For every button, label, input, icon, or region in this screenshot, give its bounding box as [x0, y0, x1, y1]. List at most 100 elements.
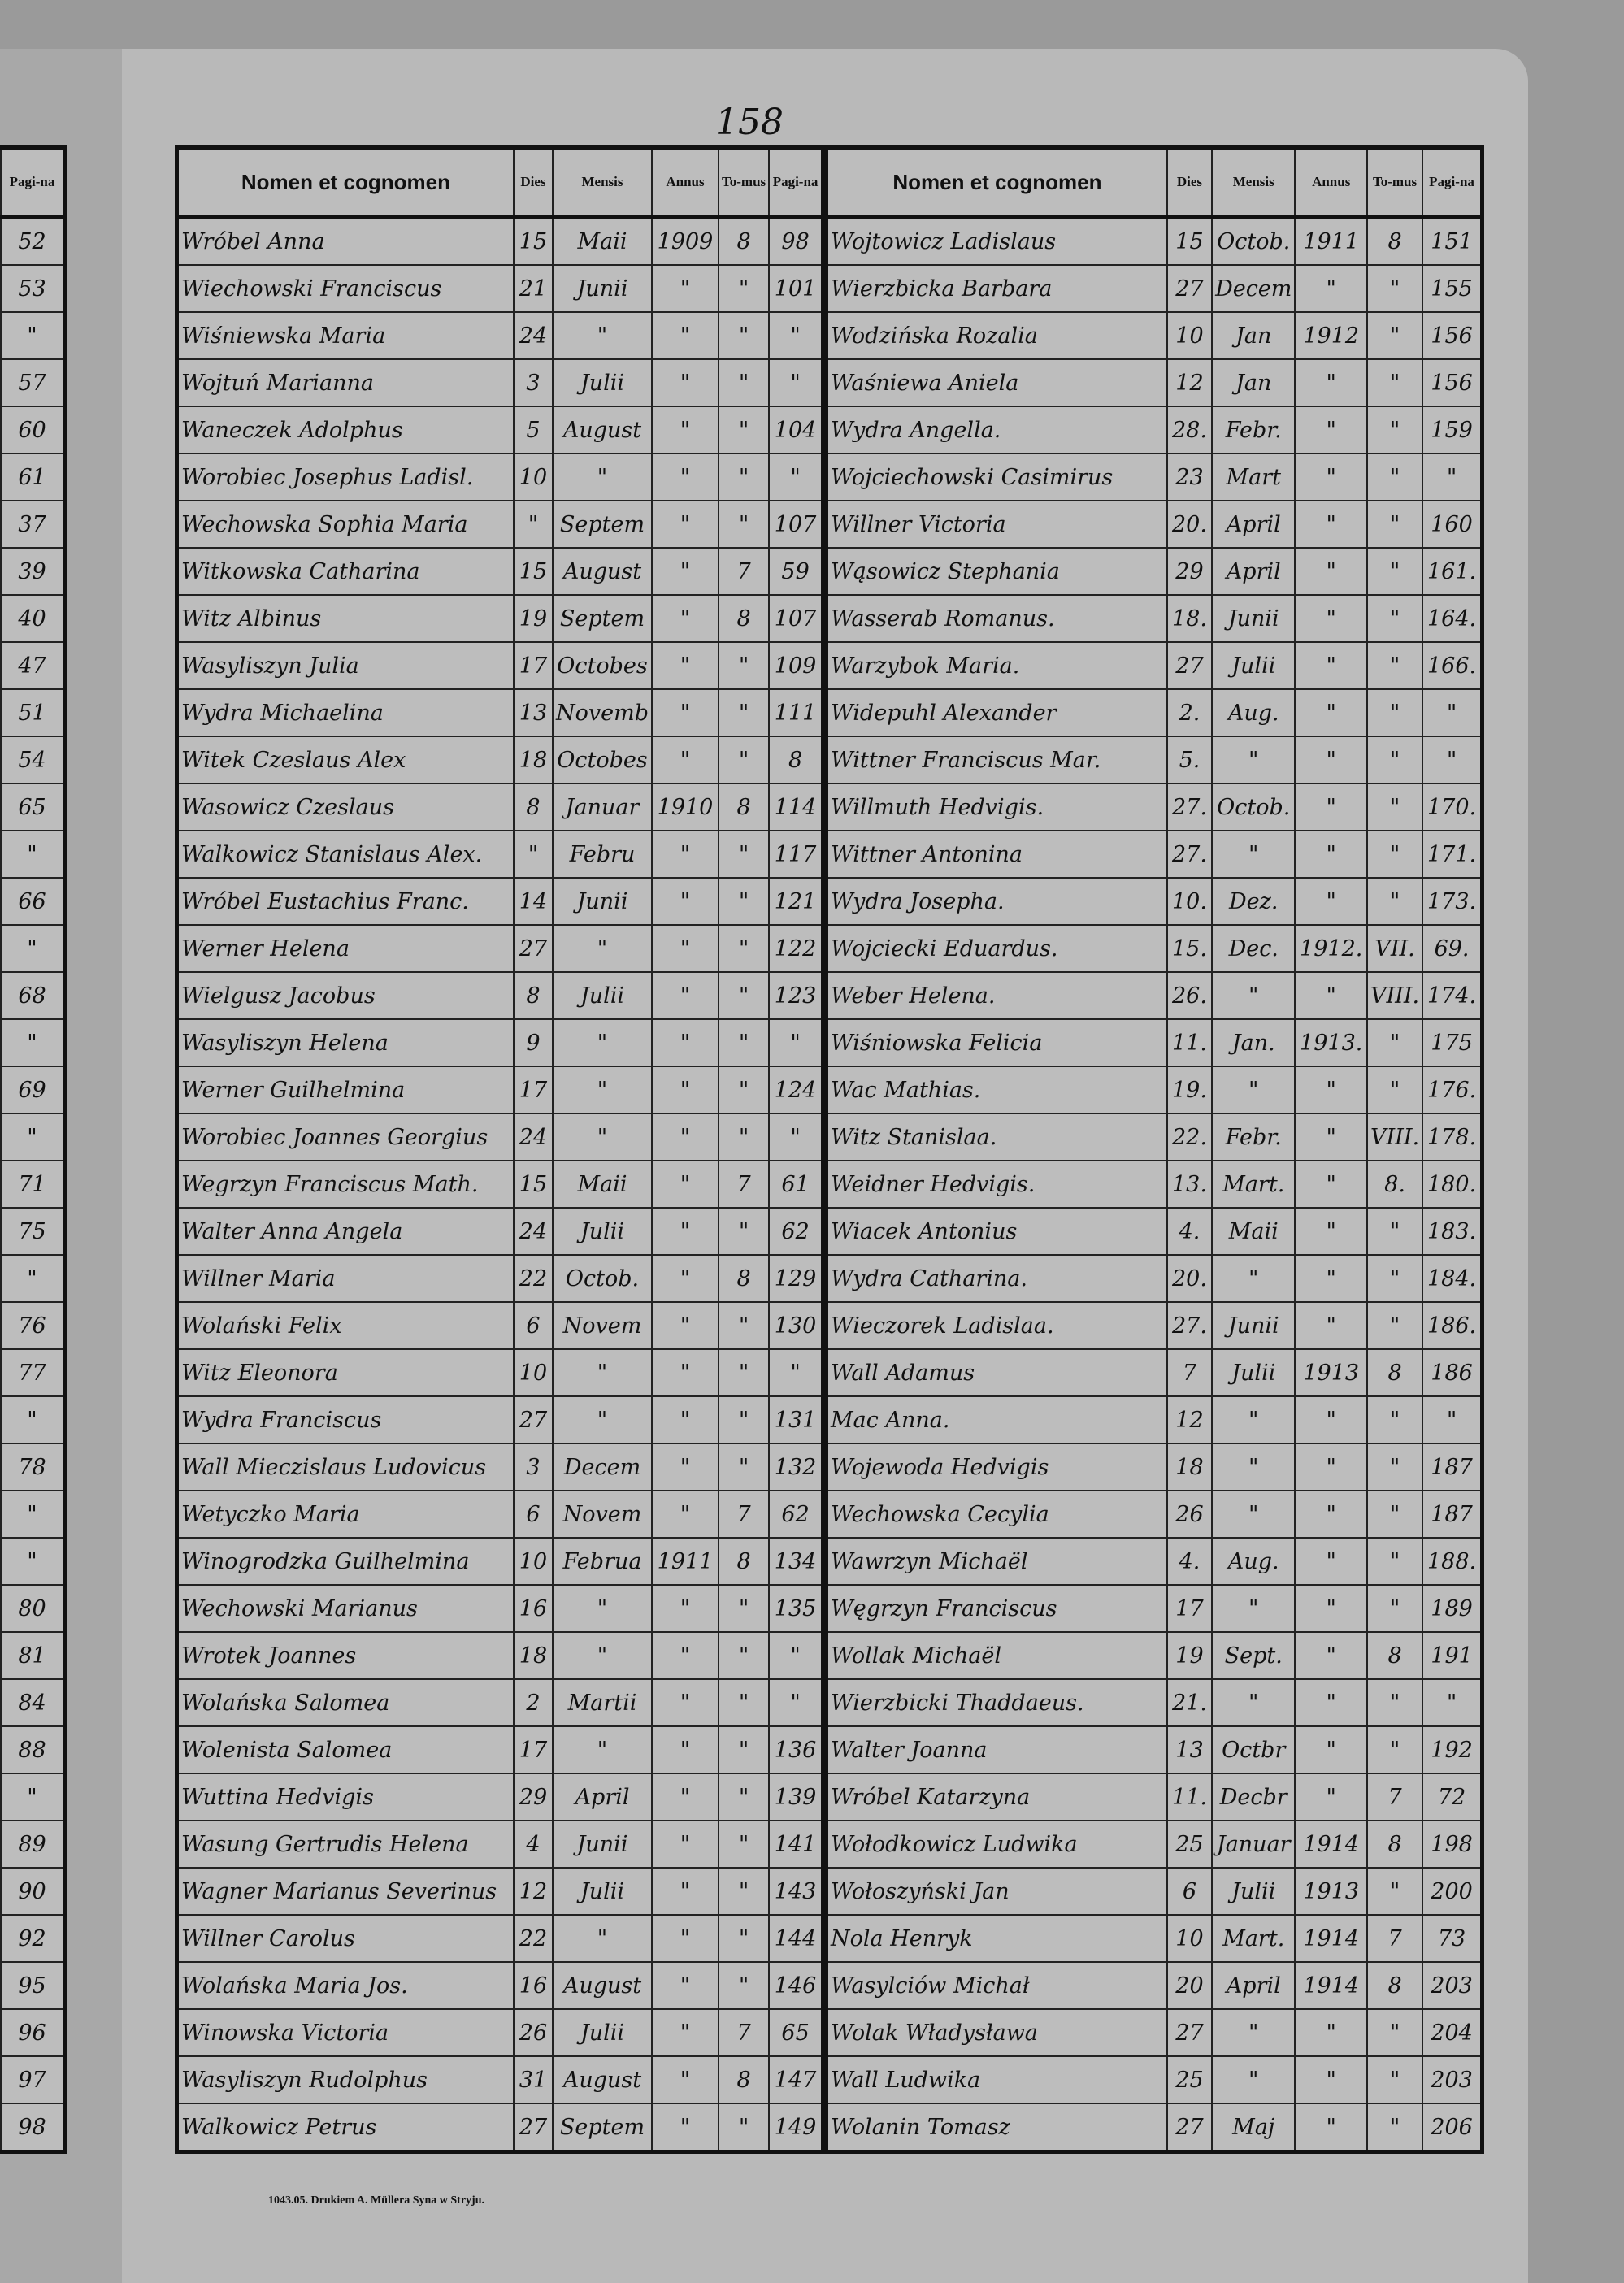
- cell-dies: 27: [1166, 2008, 1214, 2057]
- cell-annus: ": [651, 1631, 719, 1680]
- cell-dies: 17: [512, 1066, 554, 1114]
- table-row: Willmuth Hedvigis. 27. Octob. " " 170.: [824, 783, 1483, 831]
- cell-mensis: Februa: [552, 1537, 654, 1586]
- cell-pagina: 37: [0, 500, 66, 549]
- cell-annus: 1912.: [1294, 924, 1368, 973]
- cell-pagina: ": [0, 1395, 66, 1444]
- table-row: Wall Mieczislaus Ludovicus 3 Decem " " 132: [176, 1443, 824, 1491]
- cell-name: Wasyliszyn Rudolphus: [176, 2055, 515, 2104]
- cell-name: Wydra Angella.: [824, 406, 1168, 454]
- table-row: Waśniewa Aniela 12 Jan " " 156: [824, 358, 1483, 407]
- cell-pagina: 66: [0, 877, 66, 926]
- cell-dies: 12: [1166, 358, 1214, 407]
- table-row: Werner Helena 27 " " " 122: [176, 924, 824, 973]
- header-annus: Annus: [651, 146, 719, 219]
- table-row: 76: [0, 1301, 66, 1350]
- cell-pagina: 89: [0, 1820, 66, 1869]
- cell-dies: 10: [512, 1537, 554, 1586]
- cell-dies: 25: [1166, 1820, 1214, 1869]
- cell-dies: 26.: [1166, 971, 1214, 1020]
- cell-dies: 26: [1166, 1490, 1214, 1539]
- cell-dies: 5.: [1166, 736, 1214, 784]
- table-row: Worobiec Josephus Ladisl. 10 " " " ": [176, 453, 824, 501]
- cell-mensis: ": [552, 1725, 654, 1774]
- cell-annus: ": [1294, 2008, 1368, 2057]
- cell-annus: ": [1294, 1113, 1368, 1161]
- cell-dies: 15: [512, 1160, 554, 1209]
- cell-mensis: Maii: [1211, 1207, 1296, 1256]
- cell-mensis: Decem: [552, 1443, 654, 1491]
- cell-dies: 8: [512, 971, 554, 1020]
- cell-pagina: 107: [768, 594, 824, 643]
- cell-annus: ": [1294, 830, 1368, 879]
- cell-annus: ": [651, 2008, 719, 2057]
- cell-tomus: ": [1366, 1066, 1424, 1114]
- cell-pagina: ": [768, 1678, 824, 1727]
- table-row: 78: [0, 1443, 66, 1491]
- cell-pagina: 68: [0, 971, 66, 1020]
- table-row: Wojtuń Marianna 3 Julii " " ": [176, 358, 824, 407]
- cell-annus: ": [1294, 500, 1368, 549]
- cell-dies: 13.: [1166, 1160, 1214, 1209]
- cell-tomus: ": [717, 924, 771, 973]
- cell-mensis: Julii: [552, 1207, 654, 1256]
- table-row: ": [0, 1395, 66, 1444]
- table-row: Wasyliszyn Julia 17 Octobes " " 109: [176, 641, 824, 690]
- cell-tomus: ": [717, 1113, 771, 1161]
- cell-mensis: Junii: [1211, 1301, 1296, 1350]
- cell-dies: 8: [512, 783, 554, 831]
- cell-name: Wetyczko Maria: [176, 1490, 515, 1539]
- cell-mensis: Julii: [552, 358, 654, 407]
- cell-mensis: Octobes: [552, 736, 654, 784]
- cell-pagina: 186.: [1422, 1301, 1483, 1350]
- cell-mensis: Januar: [1211, 1820, 1296, 1869]
- cell-mensis: Septem: [552, 594, 654, 643]
- cell-mensis: Mart.: [1211, 1914, 1296, 1963]
- cell-pagina: ": [1422, 736, 1483, 784]
- cell-name: Wieczorek Ladislaa.: [824, 1301, 1168, 1350]
- cell-pagina: 146: [768, 1961, 824, 2010]
- table-row: Wróbel Anna 15 Maii 1909 8 98: [176, 215, 824, 266]
- cell-tomus: ": [717, 1066, 771, 1114]
- cell-annus: ": [651, 311, 719, 360]
- cell-tomus: ": [717, 453, 771, 501]
- cell-name: Warzybok Maria.: [824, 641, 1168, 690]
- cell-name: Wolak Władysława: [824, 2008, 1168, 2057]
- cell-tomus: ": [1366, 311, 1424, 360]
- cell-name: Wierzbicka Barbara: [824, 264, 1168, 313]
- cell-tomus: ": [1366, 688, 1424, 737]
- cell-tomus: 8: [717, 215, 771, 266]
- table-row: 88: [0, 1725, 66, 1774]
- table-row: Winowska Victoria 26 Julii " 7 65: [176, 2008, 824, 2057]
- cell-dies: 11.: [1166, 1018, 1214, 1067]
- cell-tomus: ": [717, 1395, 771, 1444]
- table-row: Wydra Michaelina 13 Novemb " " 111: [176, 688, 824, 737]
- cell-mensis: Sept.: [1211, 1631, 1296, 1680]
- cell-pagina: 143: [768, 1867, 824, 1916]
- cell-name: Wojciechowski Casimirus: [824, 453, 1168, 501]
- table-row: ": [0, 1537, 66, 1586]
- cell-annus: 1914: [1294, 1820, 1368, 1869]
- cell-pagina: 76: [0, 1301, 66, 1350]
- cell-name: Wolańska Salomea: [176, 1678, 515, 1727]
- cell-mensis: Febr.: [1211, 406, 1296, 454]
- cell-name: Weidner Hedvigis.: [824, 1160, 1168, 1209]
- cell-mensis: Mart: [1211, 453, 1296, 501]
- cell-annus: ": [651, 1018, 719, 1067]
- cell-name: Wechowska Cecylia: [824, 1490, 1168, 1539]
- cell-tomus: ": [717, 1820, 771, 1869]
- cell-tomus: ": [1366, 1301, 1424, 1350]
- cell-name: Wolański Felix: [176, 1301, 515, 1350]
- cell-dies: 7: [1166, 1348, 1214, 1397]
- cell-mensis: August: [552, 406, 654, 454]
- cell-pagina: 183.: [1422, 1207, 1483, 1256]
- table-row: 92: [0, 1914, 66, 1963]
- cell-name: Waneczek Adolphus: [176, 406, 515, 454]
- cell-pagina: 132: [768, 1443, 824, 1491]
- cell-pagina: 187: [1422, 1443, 1483, 1491]
- table-row: Wieczorek Ladislaa. 27. Junii " " 186.: [824, 1301, 1483, 1350]
- cell-pagina: 164.: [1422, 594, 1483, 643]
- cell-annus: ": [1294, 1254, 1368, 1303]
- cell-tomus: ": [717, 358, 771, 407]
- table-row: Willner Victoria 20. April " " 160: [824, 500, 1483, 549]
